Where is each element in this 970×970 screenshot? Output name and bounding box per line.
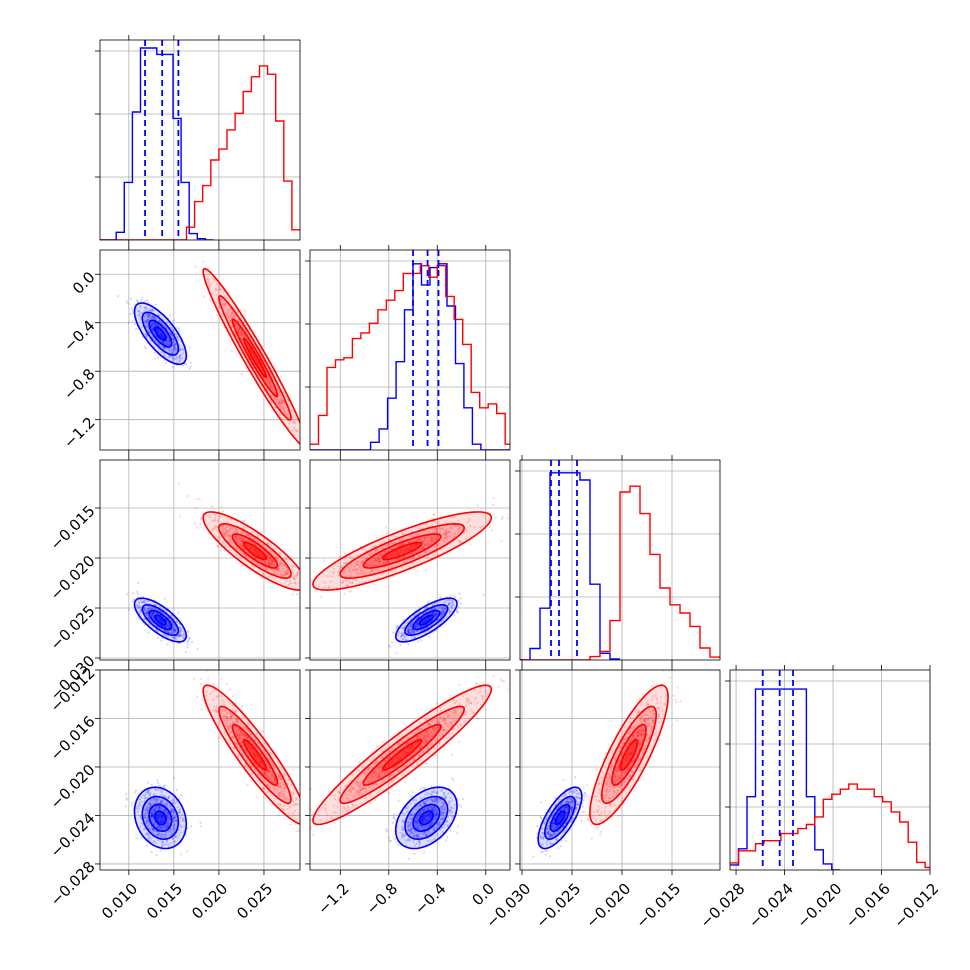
blue-histogram [310, 263, 510, 450]
histogram-panel-4: −0.028−0.024−0.020−0.016−0.012 [696, 665, 942, 932]
y-tick-label: −0.020 [47, 552, 99, 604]
y-tick-label: −0.015 [47, 502, 99, 554]
blue-histogram [520, 472, 620, 660]
x-tick-label: −0.020 [582, 880, 634, 932]
red-contour [381, 738, 423, 771]
histogram-panel-3 [515, 455, 721, 665]
blue-contour [141, 311, 180, 356]
red-contour [242, 541, 267, 561]
blue-histogram [100, 47, 214, 240]
scatter-panel-3-1: −1.2 −0.8 −0.4 0.0 [305, 665, 511, 918]
y-tick-label: −0.020 [47, 761, 99, 813]
histogram-panel-1 [95, 35, 301, 245]
red-contour [202, 684, 300, 825]
red-contour [381, 541, 423, 561]
x-tick-label: 0.020 [188, 880, 231, 923]
blue-contour [133, 786, 188, 850]
blue-contour [148, 803, 173, 832]
x-tick-label: 0.0 [469, 880, 499, 910]
red-contour [339, 705, 466, 805]
panel-frame [309, 669, 511, 871]
panel-frame [519, 459, 721, 661]
y-tick-label: −0.028 [47, 858, 99, 910]
blue-contour [418, 810, 434, 826]
x-tick-label: −0.012 [890, 880, 942, 932]
histogram-panel-2 [305, 245, 511, 455]
y-tick-label: −0.8 [60, 365, 98, 403]
y-tick-label: −1.2 [60, 414, 98, 452]
blue-histogram [730, 688, 841, 870]
x-tick-label: −0.020 [793, 880, 845, 932]
blue-contour [153, 614, 167, 626]
red-histogram [310, 265, 510, 445]
blue-contour [133, 302, 188, 366]
red-contour [312, 684, 493, 826]
blue-contour [133, 597, 188, 643]
red-contour [218, 294, 292, 421]
red-histogram [100, 65, 300, 240]
y-tick-label: −0.4 [60, 317, 98, 355]
red-contour [242, 738, 267, 771]
red-contour [619, 738, 639, 771]
scatter-panel-2-1 [305, 455, 511, 665]
x-tick-label: −0.4 [411, 880, 449, 918]
red-contour [202, 511, 300, 591]
scatter-panel-3-2: −0.030−0.025−0.020−0.015 [482, 665, 721, 932]
red-contour [312, 511, 493, 591]
red-histogram [730, 783, 930, 869]
red-contour [589, 684, 669, 826]
red-contour [218, 522, 292, 580]
blue-contour [412, 803, 441, 832]
blue-contour [394, 597, 458, 643]
x-tick-label: 0.025 [233, 880, 276, 923]
blue-contour [418, 614, 434, 626]
x-tick-label: −0.015 [632, 880, 684, 932]
x-tick-label: 0.015 [143, 880, 186, 923]
red-contour [600, 705, 658, 805]
red-contour [218, 705, 292, 805]
blue-contour [153, 810, 167, 826]
blue-contour [404, 604, 449, 636]
y-tick-label: −0.016 [47, 712, 99, 764]
blue-contour [153, 326, 167, 342]
x-tick-label: −0.024 [745, 880, 797, 932]
panel-frame [309, 249, 511, 451]
y-tick-label: −0.024 [47, 809, 99, 861]
scatter-panel-1-0: −1.2 −0.8 −0.4 0.0 [60, 245, 301, 455]
blue-contour [141, 603, 180, 637]
panel-frame [309, 459, 511, 661]
panel-frame [729, 669, 931, 871]
x-tick-label: 0.010 [98, 880, 141, 923]
panel-frame [99, 39, 301, 241]
x-tick-label: −0.025 [532, 880, 584, 932]
x-tick-label: −0.8 [363, 880, 401, 918]
red-histogram [520, 485, 720, 660]
panel-frame [99, 669, 301, 871]
blue-contour [394, 786, 458, 850]
blue-contour [554, 810, 566, 826]
x-tick-label: −0.016 [842, 880, 894, 932]
blue-contour [537, 786, 583, 850]
x-tick-label: −1.2 [314, 880, 352, 918]
red-contour [242, 337, 267, 379]
panel-frame [519, 669, 721, 871]
y-tick-label: −0.025 [47, 602, 99, 654]
panel-frame [99, 459, 301, 661]
y-tick-label: 0.0 [69, 268, 99, 298]
x-tick-label: −0.028 [696, 880, 748, 932]
red-contour [339, 522, 466, 580]
panel-frame [99, 249, 301, 451]
blue-contour [543, 795, 577, 841]
